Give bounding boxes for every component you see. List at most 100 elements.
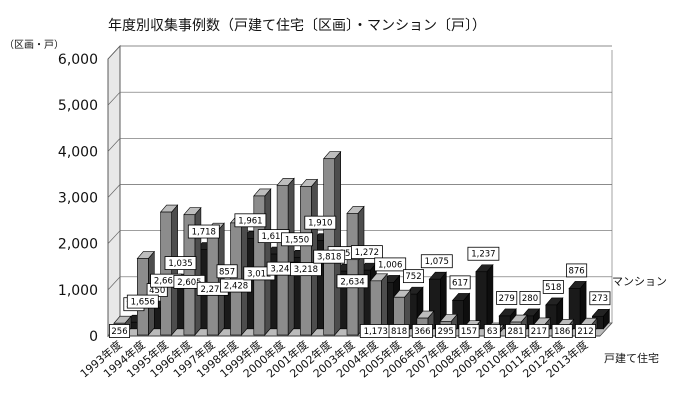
data-label-house: 256: [109, 324, 131, 338]
data-label-mansion: 1,035: [164, 256, 197, 270]
data-label-house: 818: [388, 324, 410, 338]
data-label-text: 1,006: [378, 260, 402, 270]
data-label-text: 2,270: [201, 285, 225, 295]
data-label-text: 2,428: [224, 282, 248, 292]
data-label-box: [435, 324, 457, 338]
data-label-text: 818: [391, 327, 407, 337]
data-label-house: 1,173: [359, 324, 392, 338]
data-label-text: 63: [487, 327, 498, 337]
data-label-box: [467, 246, 500, 261]
bar-mansion: [475, 263, 494, 330]
y-tick-label: 2,000: [58, 237, 98, 253]
data-label-box: [528, 324, 550, 338]
data-label-house: 366: [411, 324, 433, 338]
data-label-box: [542, 280, 564, 294]
data-label-text: 876: [568, 266, 584, 276]
data-label-text: 273: [592, 294, 608, 304]
bar-side: [171, 204, 178, 336]
data-label-mansion: 752: [402, 269, 424, 284]
data-label-box: [220, 278, 252, 293]
bar-front: [475, 271, 488, 330]
gridline: [107, 91, 612, 106]
data-label-text: 3,243: [270, 265, 294, 275]
gridline: [107, 230, 612, 244]
bar-side: [486, 263, 494, 330]
data-label-mansion: 1,237: [467, 246, 500, 261]
data-label-text: 1,961: [238, 216, 262, 226]
y-tick-label: 5,000: [58, 98, 98, 114]
bar-side: [334, 150, 342, 336]
data-label-text: 752: [405, 272, 421, 282]
data-label-box: [350, 245, 383, 260]
data-label-box: [126, 294, 159, 309]
gridline: [107, 137, 612, 152]
data-label-text: 1,718: [192, 228, 216, 238]
y-axis: 0 1,000 2,000 3,000 4,000 5,000 6,000: [58, 52, 98, 345]
data-label-text: 281: [507, 327, 523, 337]
unit-label: （区画・戸）: [4, 39, 64, 51]
data-label-mansion: 1,961: [234, 213, 267, 228]
data-label-text: 1,237: [471, 250, 495, 260]
bar-front: [253, 195, 266, 336]
data-label-box: [388, 324, 410, 338]
data-label-mansion: 857: [216, 264, 238, 279]
data-label-mansion: 617: [449, 275, 471, 290]
bar-front: [300, 186, 312, 336]
data-label-text: 1,910: [308, 219, 332, 229]
data-label-text: 1,035: [168, 259, 192, 269]
data-label-text: 212: [577, 327, 593, 337]
y-tick-label: 6,000: [58, 52, 98, 68]
data-label-text: 450: [149, 286, 165, 296]
gridline: [107, 45, 612, 60]
bar-house: [392, 289, 412, 336]
data-label-mansion: 1,910: [304, 215, 337, 230]
data-label-box: [109, 324, 131, 338]
data-label-mansion: 1,550: [281, 232, 313, 247]
data-label-house: 3,218: [289, 262, 322, 277]
data-label-box: [505, 324, 527, 338]
data-label-text: 857: [219, 267, 235, 277]
data-label-box: [575, 324, 597, 338]
bar-house: [183, 206, 202, 336]
bar-side: [287, 177, 295, 336]
data-label-house: 2,634: [336, 274, 369, 289]
data-label-text: 186: [554, 327, 570, 337]
bar-front: [568, 288, 581, 330]
y-tick-label: 0: [89, 329, 98, 345]
data-label-text: 1,173: [364, 327, 388, 337]
data-label-mansion: 518: [542, 280, 564, 294]
data-label-box: [304, 215, 337, 230]
data-label-house: 3,818: [313, 249, 346, 264]
data-label-mansion: 1,075: [420, 254, 453, 269]
data-label-box: [374, 257, 407, 272]
y-tick-label: 3,000: [58, 191, 98, 207]
data-label-text: 157: [461, 327, 477, 337]
data-label-mansion: 1,272: [350, 245, 383, 260]
y-tick-label: 1,000: [58, 283, 98, 299]
data-labels: 1442564501,6561,0352,6631,7182,6058572,2…: [109, 213, 611, 338]
chart-title: 年度別収集事例数（戸建て住宅〔区画〕・マンション〔戸〕）: [108, 17, 486, 34]
bar-front: [160, 211, 172, 336]
data-label-box: [281, 232, 313, 247]
bar-front: [346, 213, 359, 336]
bar-house: [323, 150, 342, 336]
data-label-box: [458, 324, 480, 338]
data-label-text: 3,012: [247, 269, 271, 279]
gridline: [107, 184, 612, 198]
data-label-house: 1,656: [126, 294, 159, 309]
bar-house: [346, 205, 365, 336]
bars: [113, 150, 611, 336]
data-label-house: 186: [551, 324, 573, 338]
data-label-box: [216, 264, 238, 279]
data-label-house: 295: [435, 324, 457, 338]
data-label-text: 1,075: [425, 257, 449, 267]
series-name-mansion: マンション: [612, 275, 667, 288]
data-label-mansion: 279: [496, 291, 518, 305]
bar-front: [545, 304, 558, 330]
data-label-text: 366: [414, 327, 430, 337]
bar-front: [276, 184, 289, 336]
data-label-box: [519, 291, 541, 305]
data-label-text: 217: [531, 327, 547, 337]
data-label-box: [420, 254, 453, 269]
data-label-box: [483, 324, 501, 338]
